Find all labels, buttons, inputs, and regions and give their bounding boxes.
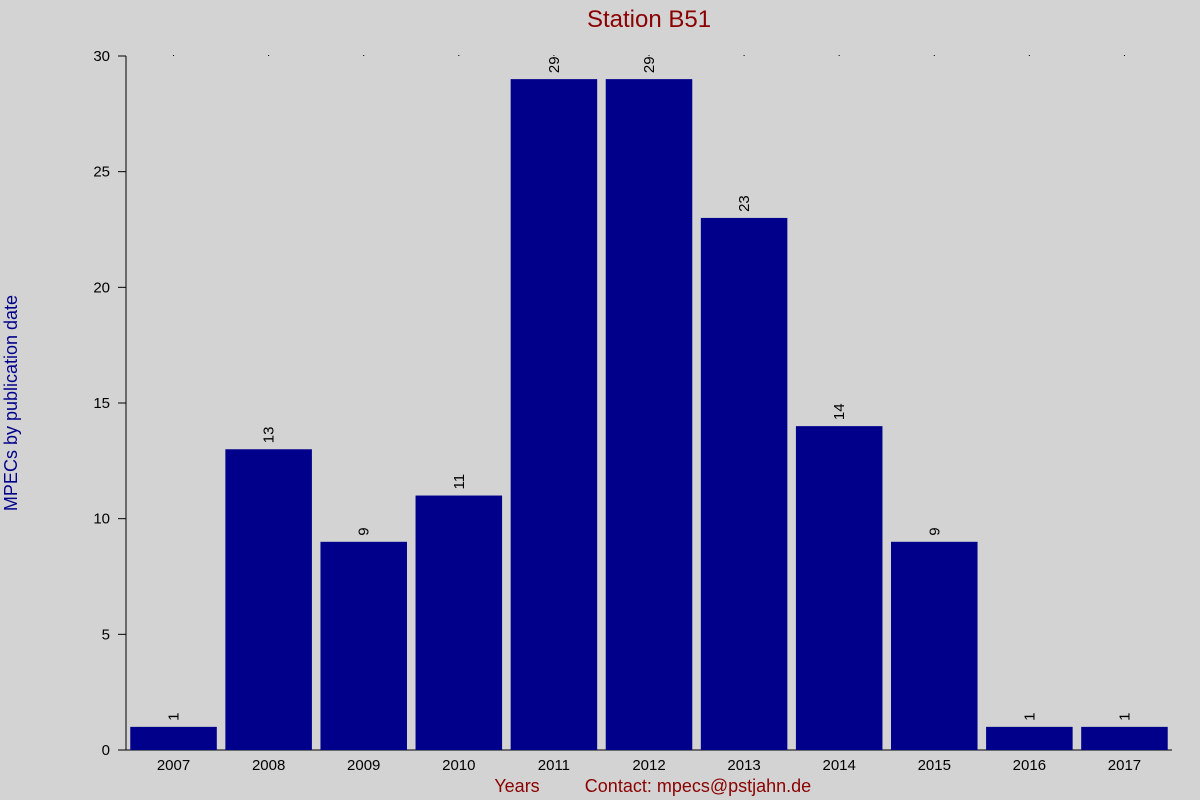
bar [605,79,693,751]
data-label: 14 [831,403,848,420]
bar [795,426,883,750]
bar [415,495,503,750]
bar [891,541,978,750]
y-tick-label: 15 [93,395,110,412]
x-tick-label: 2011 [538,757,570,774]
y-axis-label: MPECs by publication date [1,295,21,511]
y-tick-label: 0 [102,742,110,759]
top-tick-dot [458,55,460,56]
top-tick-dot [838,55,840,56]
data-label: 1 [1116,713,1133,721]
x-tick-label: 2009 [347,757,380,774]
chart-title: Station B51 [587,6,711,33]
data-label: 1 [166,713,183,721]
data-label: 9 [356,527,373,535]
y-tick-label: 20 [93,279,110,296]
plot-area: 0510152025301200713200892009112010292011… [93,48,1172,774]
x-tick-label: 2012 [632,757,665,774]
top-tick-dot [933,55,935,56]
bar [986,726,1073,750]
data-label: 29 [641,56,658,73]
x-tick-label: 2014 [822,757,855,774]
bar [700,217,788,750]
y-tick-label: 5 [102,626,110,643]
top-tick-dot [1123,55,1125,56]
data-label: 13 [261,427,278,444]
data-label: 1 [1021,713,1038,721]
x-axis-label: Years [494,776,539,796]
x-tick-label: 2013 [727,757,760,774]
top-tick-dot [268,55,270,56]
contact-label: Contact: mpecs@pstjahn.de [585,776,811,796]
x-tick-label: 2008 [252,757,285,774]
bar [1081,726,1168,750]
data-label: 23 [736,195,753,212]
y-tick-label: 30 [93,48,110,65]
data-label: 11 [451,474,468,490]
data-label: 9 [926,527,943,535]
top-tick-dot [173,55,175,56]
top-tick-dot [553,55,555,56]
x-tick-label: 2010 [442,757,475,774]
top-tick-dot [743,55,745,56]
bar [130,726,217,750]
x-tick-label: 2015 [918,757,951,774]
data-label: 29 [546,56,563,73]
x-tick-label: 2017 [1108,757,1141,774]
top-tick-dot [1028,55,1030,56]
top-tick-dot [363,55,365,56]
y-tick-label: 10 [93,511,110,528]
x-tick-label: 2007 [157,757,190,774]
bar [225,449,312,750]
y-tick-label: 25 [93,164,110,181]
x-tick-label: 2016 [1013,757,1046,774]
bar [320,541,407,750]
bar [510,79,598,751]
top-tick-dot [648,55,650,56]
